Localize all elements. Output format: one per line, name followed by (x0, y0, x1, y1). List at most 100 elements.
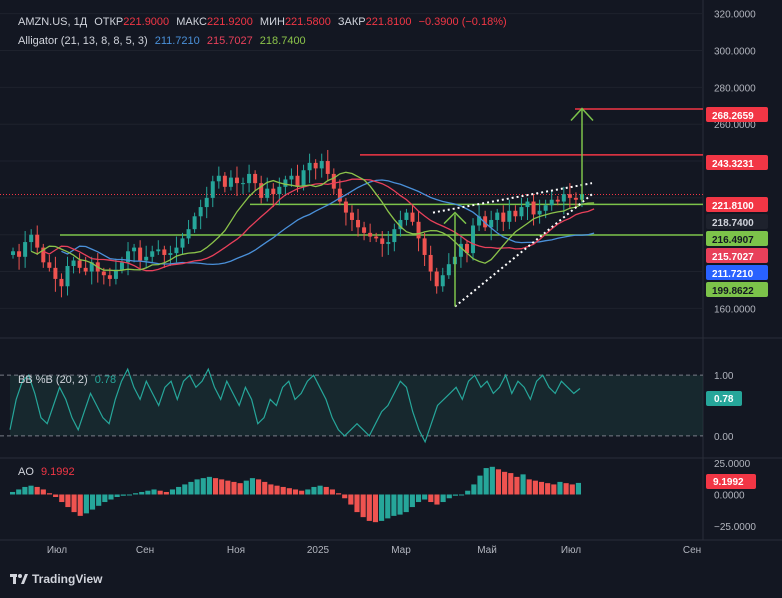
ao-bar (34, 486, 40, 495)
ao-bar (563, 483, 569, 495)
high-label: МАКС (176, 16, 207, 28)
ao-bar (348, 494, 354, 505)
ao-bar (489, 466, 495, 495)
ao-bar (28, 485, 34, 495)
ao-tick-label: 0.0000 (714, 490, 745, 501)
candle-body (319, 161, 324, 169)
ao-bar (305, 489, 311, 495)
candle-body (259, 183, 264, 198)
candle-body (113, 269, 118, 279)
open-value: 221.9000 (123, 16, 170, 28)
price-tag-bg (706, 155, 768, 170)
time-tick-label: Сен (683, 545, 701, 556)
candle-body (253, 173, 258, 184)
time-tick-label: Мар (391, 545, 411, 556)
ao-bar (329, 489, 335, 495)
ao-tick-label: 25.0000 (714, 459, 751, 470)
candle-body (11, 251, 16, 255)
price-tag-label: 221.8100 (712, 201, 754, 212)
candle-body (41, 247, 46, 263)
low-label: МИН (259, 16, 285, 28)
candle-body (162, 249, 167, 255)
candle-body (65, 266, 70, 287)
ao-value-tag: 9.1992 (713, 477, 744, 488)
price-tag-bg (706, 197, 768, 212)
candle-body (440, 275, 445, 287)
candle-body (83, 267, 88, 272)
ao-bar (120, 494, 126, 496)
ao-bar (372, 494, 379, 523)
ao-value: 9.1992 (40, 466, 75, 478)
candle-body (150, 251, 155, 257)
symbol-label[interactable]: AMZN.US, 1Д (18, 16, 88, 28)
bb-value: 0.78 (94, 374, 117, 386)
price-tag-bg (706, 214, 768, 229)
ao-bar (163, 491, 169, 495)
candle-body (89, 262, 94, 272)
candle-body (374, 236, 379, 239)
ao-bar (569, 484, 575, 495)
candle-body (507, 210, 512, 222)
alligator-legend: Alligator (21, 13, 8, 8, 5, 3) 211.7210 … (18, 35, 310, 47)
price-tag-label: 216.4907 (712, 235, 754, 246)
time-axis: Июл Сен Ноя 2025 Мар Май Июл Сен (47, 545, 701, 556)
candle-body (107, 275, 112, 279)
candle-body (337, 188, 342, 202)
alligator-label[interactable]: Alligator (21, 13, 8, 8, 5, 3) (18, 35, 148, 47)
ao-bar (268, 484, 274, 495)
candle-body (495, 212, 500, 220)
panel-separators (0, 0, 782, 541)
candle-body (325, 161, 330, 174)
ao-legend: AO 9.1992 (18, 466, 79, 478)
bb-percent-b-panel (0, 367, 703, 444)
ao-bar (194, 479, 200, 495)
ao-bar (385, 494, 391, 519)
ao-bar (133, 493, 139, 495)
ao-bar (422, 494, 428, 500)
price-grid (0, 13, 703, 309)
ao-bar (243, 480, 249, 495)
candle-body (561, 194, 566, 202)
price-tag-label: 211.7210 (712, 269, 754, 280)
price-tag-label: 268.2659 (712, 111, 754, 122)
ao-bar (139, 491, 145, 495)
candle-body (119, 262, 124, 270)
ao-bar (415, 494, 422, 503)
ao-bar (458, 494, 465, 496)
time-tick-label: Сен (136, 545, 154, 556)
candle-body (180, 238, 185, 248)
ao-bar (335, 493, 342, 495)
candle-body (59, 278, 64, 287)
candle-body (464, 243, 469, 254)
candle-body (356, 219, 361, 228)
candle-body (555, 199, 560, 202)
price-axis: 320.0000 300.0000 280.0000 260.0000 160.0000… (706, 10, 768, 533)
candle-body (458, 243, 463, 257)
ao-bar (391, 494, 397, 516)
ao-bar (231, 481, 237, 495)
alligator-lips-value: 218.7400 (259, 35, 306, 47)
bb-label[interactable]: BB %B (20, 2) (18, 374, 88, 386)
alligator-lines (30, 171, 595, 272)
ao-bar (545, 483, 551, 495)
candle-body (428, 254, 433, 272)
price-tag-bg (706, 248, 768, 263)
bb-band-fill (10, 375, 703, 436)
ao-bar (508, 473, 514, 495)
candle-body (47, 262, 52, 268)
alligator-lips-line (30, 171, 595, 272)
time-tick-label: Июл (47, 545, 67, 556)
ao-label[interactable]: AO (18, 466, 34, 478)
tradingview-logo[interactable]: TradingView (10, 572, 102, 586)
ao-bar (397, 494, 403, 515)
ao-bar (237, 483, 243, 495)
candle-body (380, 238, 385, 244)
ao-bar (342, 494, 348, 499)
ao-bar (169, 489, 176, 495)
bb-percent-line (9, 367, 581, 444)
ao-bar (126, 494, 133, 496)
candle-body (513, 210, 518, 217)
candle-body (289, 175, 294, 180)
candle-body (216, 175, 221, 182)
